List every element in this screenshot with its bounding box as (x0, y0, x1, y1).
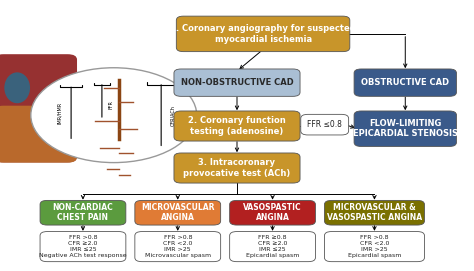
FancyBboxPatch shape (324, 201, 424, 225)
Text: VASOSPASTIC
ANGINA: VASOSPASTIC ANGINA (243, 203, 302, 222)
Text: FLOW-LIMITING
EPICARDIAL STENOSIS: FLOW-LIMITING EPICARDIAL STENOSIS (353, 119, 458, 138)
Text: FFR ≥0.8
CFR ≥2.0
IMR ≤25
Epicardial spasm: FFR ≥0.8 CFR ≥2.0 IMR ≤25 Epicardial spa… (246, 235, 299, 258)
Text: 2. Coronary function
testing (adenosine): 2. Coronary function testing (adenosine) (188, 116, 286, 136)
FancyBboxPatch shape (174, 69, 300, 96)
FancyBboxPatch shape (174, 111, 300, 141)
Text: IMR/HMR: IMR/HMR (57, 101, 62, 124)
Ellipse shape (4, 72, 30, 103)
Text: FFR >0.8
CFR ≥2.0
IMR ≤25
Negative ACh test response: FFR >0.8 CFR ≥2.0 IMR ≤25 Negative ACh t… (39, 235, 127, 258)
FancyBboxPatch shape (0, 54, 77, 163)
FancyBboxPatch shape (40, 201, 126, 225)
FancyBboxPatch shape (229, 201, 316, 225)
Text: CFR/ACh: CFR/ACh (171, 105, 175, 126)
FancyBboxPatch shape (324, 231, 424, 262)
Text: FFR: FFR (109, 100, 114, 109)
FancyBboxPatch shape (0, 106, 77, 163)
Text: MICROVASCULAR &
VASOSPASTIC ANGINA: MICROVASCULAR & VASOSPASTIC ANGINA (327, 203, 422, 222)
Text: 1. Coronary angiography for suspected
myocardial ischemia: 1. Coronary angiography for suspected my… (170, 24, 356, 44)
Circle shape (31, 68, 197, 163)
FancyBboxPatch shape (174, 153, 300, 183)
Text: MICROVASCULAR
ANGINA: MICROVASCULAR ANGINA (141, 203, 215, 222)
Text: FFR >0.8
CFR <2.0
IMR >25
Epicardial spasm: FFR >0.8 CFR <2.0 IMR >25 Epicardial spa… (348, 235, 401, 258)
Text: OBSTRUCTIVE CAD: OBSTRUCTIVE CAD (361, 78, 449, 87)
FancyBboxPatch shape (176, 16, 350, 51)
FancyBboxPatch shape (229, 231, 316, 262)
Text: FFR ≤0.8: FFR ≤0.8 (307, 120, 342, 129)
FancyBboxPatch shape (354, 69, 456, 96)
Text: NON-CARDIAC
CHEST PAIN: NON-CARDIAC CHEST PAIN (53, 203, 113, 222)
FancyBboxPatch shape (40, 231, 126, 262)
Text: FFR >0.8
CFR <2.0
IMR >25
Microvascular spasm: FFR >0.8 CFR <2.0 IMR >25 Microvascular … (145, 235, 211, 258)
Text: NON-OBSTRUCTIVE CAD: NON-OBSTRUCTIVE CAD (181, 78, 293, 87)
FancyBboxPatch shape (135, 231, 220, 262)
FancyBboxPatch shape (135, 201, 220, 225)
FancyBboxPatch shape (301, 114, 348, 135)
Text: 3. Intracoronary
provocative test (ACh): 3. Intracoronary provocative test (ACh) (183, 158, 291, 178)
FancyBboxPatch shape (354, 111, 456, 146)
